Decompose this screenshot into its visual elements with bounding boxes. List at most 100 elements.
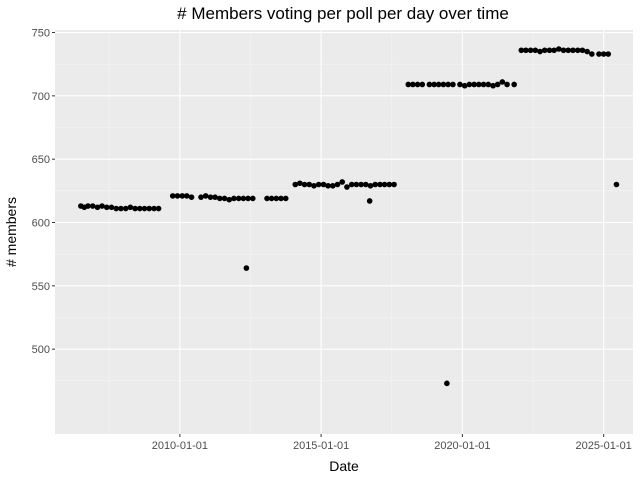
data-point	[444, 380, 450, 387]
data-point	[198, 194, 204, 200]
data-point	[184, 193, 190, 199]
data-point	[353, 181, 360, 188]
data-point	[450, 81, 456, 88]
data-point	[325, 182, 331, 189]
grid-minor	[55, 30, 633, 434]
data-point	[366, 198, 373, 204]
data-point	[367, 182, 374, 189]
data-point	[386, 181, 393, 188]
data-point	[132, 205, 138, 212]
data-point	[221, 195, 228, 202]
data-point	[301, 181, 308, 188]
data-point	[532, 47, 539, 54]
data-point	[311, 182, 317, 189]
data-points	[78, 46, 620, 387]
data-point	[431, 81, 437, 88]
data-point	[372, 181, 379, 188]
data-point	[560, 47, 567, 54]
data-point	[457, 81, 463, 88]
data-point	[363, 181, 369, 188]
data-point	[108, 204, 115, 211]
data-point	[268, 195, 275, 202]
data-point	[264, 195, 270, 202]
data-point	[511, 81, 517, 88]
y-tick-label: 750	[32, 28, 50, 40]
data-point	[565, 47, 572, 54]
data-point	[494, 81, 501, 88]
data-point	[596, 51, 602, 57]
data-point	[445, 81, 451, 88]
data-point	[410, 81, 416, 88]
data-point	[358, 181, 364, 188]
data-point	[103, 204, 110, 211]
data-point	[600, 51, 607, 57]
data-point	[235, 195, 242, 202]
data-point	[231, 195, 237, 202]
data-point	[329, 182, 336, 189]
chart-title: # Members voting per poll per day over t…	[177, 4, 509, 23]
data-point	[292, 181, 299, 188]
data-point	[339, 179, 346, 185]
data-point	[146, 205, 153, 212]
data-point	[414, 81, 421, 88]
data-point	[426, 81, 433, 88]
data-point	[504, 81, 510, 88]
y-tick-label: 500	[32, 344, 50, 356]
data-point	[440, 81, 447, 88]
data-point	[381, 181, 388, 188]
data-point	[297, 180, 303, 187]
data-point	[94, 204, 101, 211]
y-tick-label: 550	[32, 281, 50, 293]
data-point	[122, 205, 129, 212]
data-point	[589, 51, 595, 57]
data-point	[249, 195, 256, 202]
data-point	[546, 47, 553, 54]
data-point	[476, 81, 482, 88]
data-point	[179, 193, 186, 199]
data-point	[527, 47, 534, 54]
data-point	[485, 81, 492, 88]
data-point	[169, 193, 176, 199]
data-point	[245, 195, 251, 202]
data-point	[127, 204, 134, 211]
data-point	[85, 203, 91, 209]
data-point	[541, 47, 548, 54]
data-point	[151, 205, 157, 212]
data-point	[207, 194, 214, 200]
data-point	[405, 81, 412, 88]
x-tick-label: 2020-01-01	[434, 440, 490, 452]
data-point	[579, 47, 586, 54]
data-point	[461, 82, 468, 89]
data-point	[480, 81, 487, 88]
data-point	[499, 79, 506, 85]
data-point	[243, 265, 250, 271]
x-tick-label: 2010-01-01	[152, 440, 208, 452]
y-axis-title: # members	[3, 197, 19, 267]
data-point	[174, 193, 181, 199]
data-point	[605, 51, 612, 57]
data-point	[315, 181, 322, 188]
data-point	[89, 203, 96, 209]
data-point	[490, 82, 496, 89]
data-point	[212, 194, 218, 200]
data-point	[155, 205, 162, 212]
data-point	[320, 181, 327, 188]
data-point	[306, 181, 313, 188]
y-tick-label: 700	[32, 91, 50, 103]
data-point	[344, 184, 350, 190]
data-point	[584, 48, 590, 55]
data-point	[391, 181, 397, 188]
data-point	[334, 181, 341, 188]
data-point	[523, 47, 529, 54]
data-point	[348, 181, 355, 188]
data-point	[141, 205, 148, 212]
data-point	[118, 205, 124, 212]
data-point	[419, 81, 426, 88]
grid-major	[55, 30, 633, 434]
x-axis-title: Date	[329, 458, 359, 474]
data-point	[551, 47, 557, 54]
data-point	[377, 181, 383, 188]
data-point	[278, 195, 284, 202]
data-point	[240, 195, 247, 202]
